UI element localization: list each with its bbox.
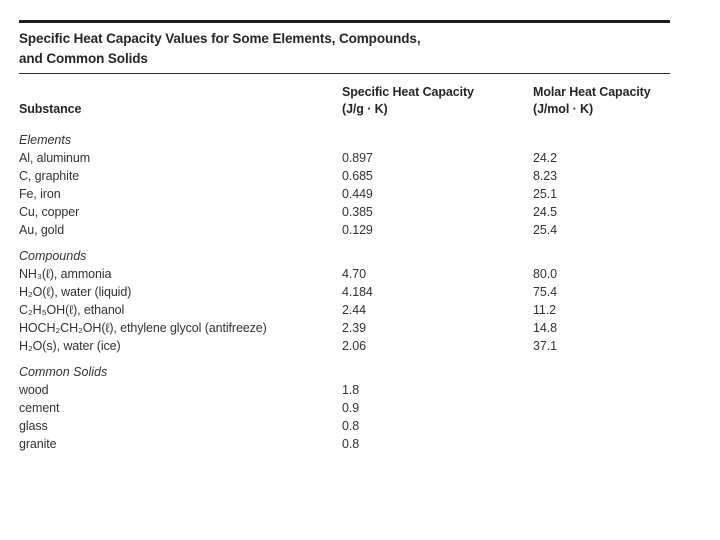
cell-molar-heat — [533, 417, 670, 435]
cell-specific-heat: 0.685 — [342, 169, 373, 183]
section-label: Elements — [19, 133, 72, 147]
cell-molar-heat: 25.4 — [533, 223, 557, 237]
cell-specific-heat: 1.8 — [342, 383, 360, 397]
cell-specific-heat: 4.70 — [342, 267, 366, 281]
cell-substance: H₂O(s), water (ice) — [19, 339, 121, 353]
table-row: Fe, iron 0.449 25.1 — [19, 185, 670, 203]
cell-molar-heat — [533, 381, 670, 399]
cell-specific-heat: 0.385 — [342, 205, 373, 219]
table-row: wood 1.8 — [19, 381, 670, 399]
table-row: NH₃(ℓ), ammonia 4.70 80.0 — [19, 265, 670, 283]
cell-specific-heat: 0.129 — [342, 223, 373, 237]
section-label: Compounds — [19, 249, 87, 263]
cell-specific-heat: 0.8 — [342, 419, 360, 433]
table-row: Au, gold 0.129 25.4 — [19, 221, 670, 239]
table-row: H₂O(ℓ), water (liquid) 4.184 75.4 — [19, 283, 670, 301]
section-rows: Al, aluminum 0.897 24.2 C, graphite 0.68… — [19, 149, 670, 239]
column-header-specific-line2: (J/g · K) — [342, 102, 388, 116]
cell-molar-heat: 24.5 — [533, 205, 557, 219]
table-section: Compounds NH₃(ℓ), ammonia 4.70 80.0 H₂O(… — [19, 247, 670, 355]
cell-molar-heat: 11.2 — [533, 303, 557, 317]
cell-molar-heat: 75.4 — [533, 285, 557, 299]
column-header-molar-heat: Molar Heat Capacity (J/mol · K) — [533, 84, 670, 118]
table-row: cement 0.9 — [19, 399, 670, 417]
table-row: C, graphite 0.685 8.23 — [19, 167, 670, 185]
cell-molar-heat: 80.0 — [533, 267, 557, 281]
column-header-specific-line1: Specific Heat Capacity — [342, 85, 474, 99]
top-rule — [19, 20, 670, 23]
cell-substance: Al, aluminum — [19, 151, 91, 165]
table-row: H₂O(s), water (ice) 2.06 37.1 — [19, 337, 670, 355]
cell-specific-heat: 0.897 — [342, 151, 373, 165]
section-label: Common Solids — [19, 365, 108, 379]
cell-substance: granite — [19, 437, 57, 451]
section-rows: NH₃(ℓ), ammonia 4.70 80.0 H₂O(ℓ), water … — [19, 265, 670, 355]
table-row: Al, aluminum 0.897 24.2 — [19, 149, 670, 167]
cell-substance: Cu, copper — [19, 205, 80, 219]
column-header-specific-heat: Specific Heat Capacity (J/g · K) — [342, 84, 533, 118]
cell-molar-heat: 14.8 — [533, 321, 557, 335]
cell-substance: Fe, iron — [19, 187, 61, 201]
cell-substance: NH₃(ℓ), ammonia — [19, 267, 112, 281]
column-headers: Substance Specific Heat Capacity (J/g · … — [19, 84, 670, 118]
cell-specific-heat: 2.44 — [342, 303, 366, 317]
table-row: Cu, copper 0.385 24.5 — [19, 203, 670, 221]
column-header-molar-line2: (J/mol · K) — [533, 102, 594, 116]
cell-substance: C₂H₅OH(ℓ), ethanol — [19, 303, 125, 317]
header-rule — [19, 73, 670, 74]
cell-substance: H₂O(ℓ), water (liquid) — [19, 285, 132, 299]
table-row: C₂H₅OH(ℓ), ethanol 2.44 11.2 — [19, 301, 670, 319]
cell-substance: C, graphite — [19, 169, 80, 183]
cell-molar-heat: 8.23 — [533, 169, 557, 183]
cell-specific-heat: 0.449 — [342, 187, 373, 201]
cell-substance: HOCH₂CH₂OH(ℓ), ethylene glycol (antifree… — [19, 321, 267, 335]
cell-substance: cement — [19, 401, 60, 415]
cell-substance: Au, gold — [19, 223, 65, 237]
cell-specific-heat: 2.06 — [342, 339, 366, 353]
cell-molar-heat: 24.2 — [533, 151, 557, 165]
heat-capacity-table: Specific Heat Capacity Values for Some E… — [19, 20, 670, 453]
cell-molar-heat: 25.1 — [533, 187, 557, 201]
cell-specific-heat: 4.184 — [342, 285, 373, 299]
table-row: granite 0.8 — [19, 435, 670, 453]
column-header-substance: Substance — [19, 102, 82, 116]
column-header-molar-line1: Molar Heat Capacity — [533, 85, 651, 99]
cell-substance: wood — [19, 383, 49, 397]
cell-molar-heat — [533, 399, 670, 417]
table-row: HOCH₂CH₂OH(ℓ), ethylene glycol (antifree… — [19, 319, 670, 337]
cell-molar-heat — [533, 435, 670, 453]
table-title: Specific Heat Capacity Values for Some E… — [19, 29, 670, 69]
table-row: glass 0.8 — [19, 417, 670, 435]
cell-substance: glass — [19, 419, 48, 433]
table-section: Elements Al, aluminum 0.897 24.2 C, grap… — [19, 131, 670, 239]
table-section: Common Solids wood 1.8 cement 0.9 glass … — [19, 363, 670, 453]
cell-specific-heat: 0.8 — [342, 437, 360, 451]
table-body: Elements Al, aluminum 0.897 24.2 C, grap… — [19, 131, 670, 453]
table-title-line1: Specific Heat Capacity Values for Some E… — [19, 31, 421, 46]
table-title-line2: and Common Solids — [19, 51, 148, 66]
section-rows: wood 1.8 cement 0.9 glass 0.8 granite 0.… — [19, 381, 670, 453]
cell-molar-heat: 37.1 — [533, 339, 557, 353]
cell-specific-heat: 0.9 — [342, 401, 360, 415]
cell-specific-heat: 2.39 — [342, 321, 366, 335]
